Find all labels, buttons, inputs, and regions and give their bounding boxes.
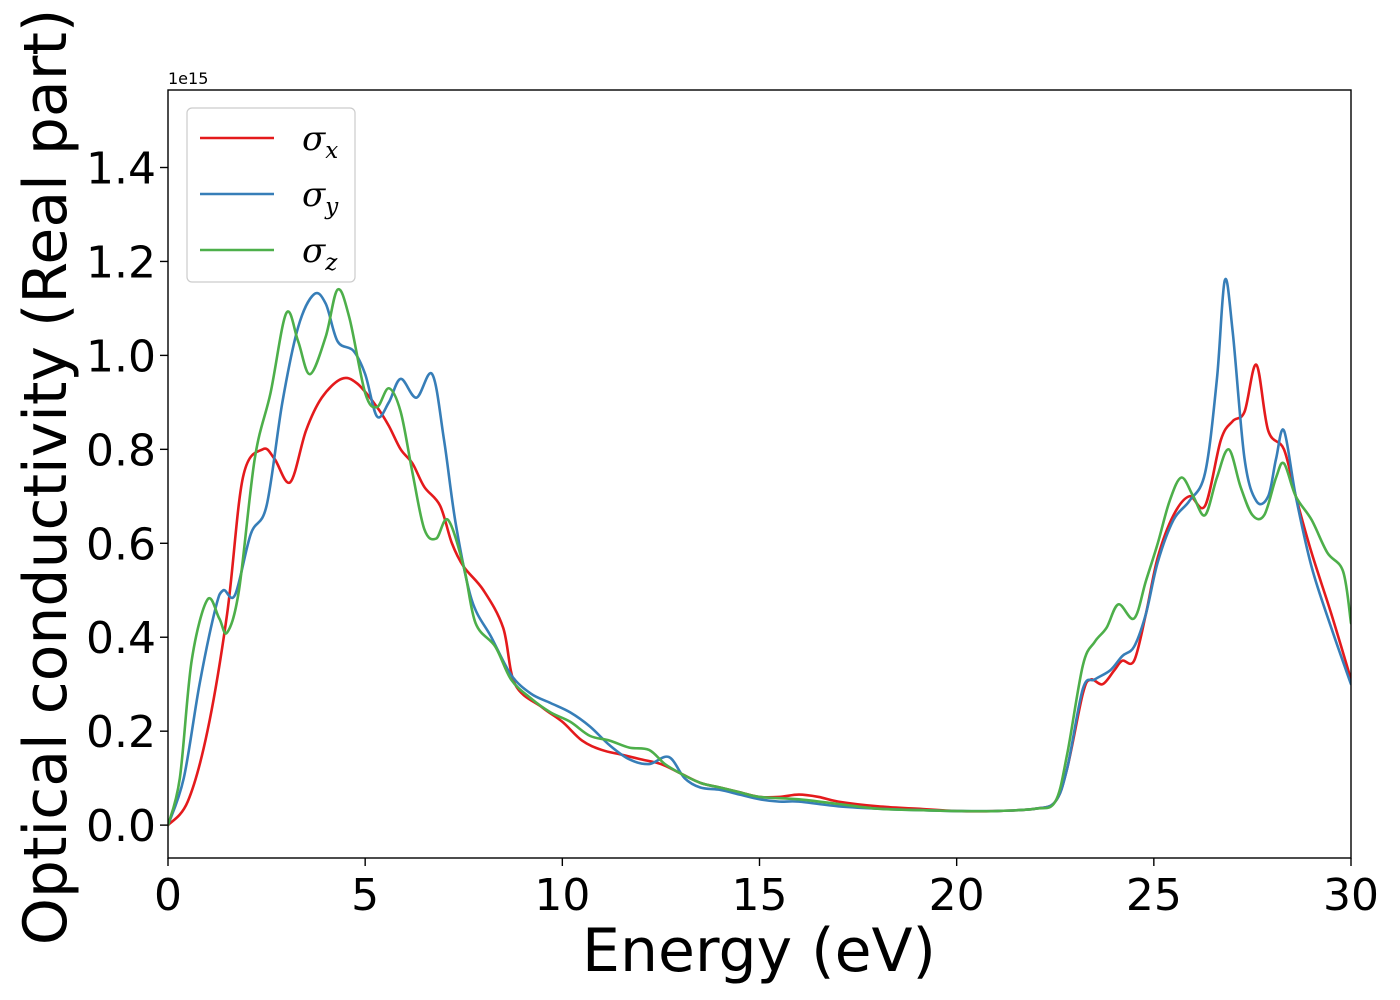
x-tick-label: 0	[154, 870, 182, 921]
x-tick-label: 25	[1126, 870, 1182, 921]
x-axis-title: Energy (eV)	[582, 916, 936, 986]
series-line-y	[168, 277, 1351, 827]
y-tick-label: 1.2	[86, 237, 156, 288]
series-layer	[168, 277, 1351, 827]
series-line-z	[168, 287, 1351, 827]
x-tick-label: 15	[732, 870, 788, 921]
x-tick-label: 30	[1323, 870, 1379, 921]
y-tick-label: 0.4	[86, 613, 156, 664]
y-tick-label: 1.4	[86, 144, 156, 195]
legend-label-y: σy	[302, 175, 339, 220]
y-tick-label: 0.0	[86, 801, 156, 852]
plot-area	[168, 277, 1351, 827]
y-offset-label: 1e15	[168, 69, 208, 88]
x-tick-label: 5	[351, 870, 379, 921]
y-axis-title: Optical conductivity (Real part)	[11, 9, 81, 946]
series-line-x	[168, 363, 1351, 827]
y-tick-label: 0.6	[86, 519, 156, 570]
legend-label-x: σx	[302, 119, 338, 164]
y-tick-label: 1.0	[86, 331, 156, 382]
y-tick-label: 0.2	[86, 707, 156, 758]
y-tick-label: 0.8	[86, 425, 156, 476]
x-tick-label: 10	[534, 870, 590, 921]
y-axis: 0.0 0.2 0.4 0.6 0.8 1.0 1.2 1.4	[86, 144, 168, 852]
x-tick-label: 20	[929, 870, 985, 921]
x-axis: 0 5 10 15 20 25 30	[154, 858, 1379, 921]
